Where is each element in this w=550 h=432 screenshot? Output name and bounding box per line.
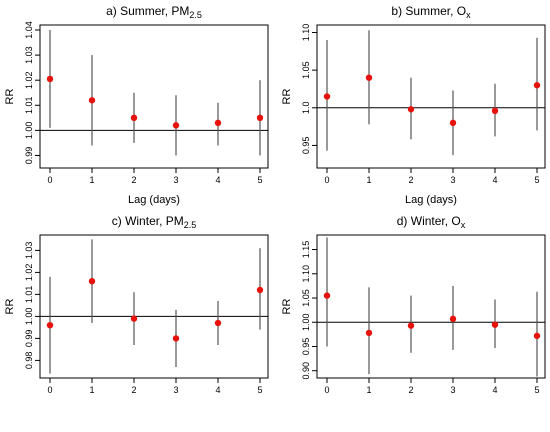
y-tick-label: 0.90	[301, 362, 311, 380]
data-point	[130, 315, 138, 322]
y-tick-label: 0.95	[301, 137, 311, 155]
x-tick-label: 4	[492, 385, 497, 395]
y-tick-label: 1.05	[301, 61, 311, 79]
data-point	[533, 82, 541, 89]
plot-frame	[39, 24, 269, 169]
chart-title-subscript: x	[461, 220, 466, 230]
data-point	[256, 286, 264, 294]
y-axis-label: RR	[4, 89, 16, 105]
y-axis-label: RR	[281, 299, 293, 315]
y-axis-label: RR	[4, 299, 16, 315]
data-point	[407, 106, 415, 113]
y-tick-label: 1.10	[301, 265, 311, 283]
x-tick-label: 4	[215, 175, 220, 185]
x-tick-label: 1	[366, 385, 371, 395]
x-axis-label: Lag (days)	[405, 194, 457, 206]
plot-frame	[39, 234, 269, 379]
y-tick-label: 0.99	[24, 330, 34, 348]
x-tick-label: 0	[47, 385, 52, 395]
y-tick-label: 1.10	[301, 24, 311, 42]
y-tick-label: 1.02	[24, 264, 34, 282]
data-point	[449, 315, 457, 323]
y-tick-label: 1.02	[24, 71, 34, 89]
chart-title-subscript: 2.5	[189, 10, 202, 20]
data-point	[88, 278, 96, 285]
data-point	[214, 119, 222, 127]
x-tick-label: 1	[366, 175, 371, 185]
data-point	[256, 114, 264, 122]
plot-frame	[316, 24, 546, 169]
x-tick-label: 2	[131, 175, 136, 185]
data-point	[130, 114, 138, 122]
y-tick-label: 1.00	[24, 308, 34, 326]
x-tick-label: 0	[47, 175, 52, 185]
x-axis-label: Lag (days)	[128, 194, 180, 206]
data-point	[491, 321, 499, 328]
x-tick-label: 0	[324, 385, 329, 395]
chart-panel-1: b) Summer, Ox 0 1 2 3 4 5 0.95 1.0 1.05 1.10 Lag (d…	[281, 4, 546, 206]
data-point	[323, 292, 331, 299]
data-point	[46, 75, 54, 83]
x-tick-label: 1	[89, 175, 94, 185]
chart-title-main: c) Winter, PM	[112, 214, 184, 228]
data-point	[449, 119, 457, 127]
data-point	[172, 335, 180, 342]
x-tick-label: 2	[408, 175, 413, 185]
x-tick-label: 5	[534, 175, 539, 185]
data-point	[365, 74, 373, 81]
y-tick-label: 1.01	[24, 286, 34, 304]
x-tick-label: 3	[450, 175, 455, 185]
y-tick-label: 1.0	[301, 102, 311, 115]
chart-title-subscript: 2.5	[184, 220, 197, 230]
y-tick-label: 1.04	[24, 21, 34, 39]
chart-title-main: d) Winter, O	[397, 214, 461, 228]
y-tick-label: 1.03	[24, 46, 34, 64]
chart-title: b) Summer, Ox	[391, 4, 471, 20]
y-tick-label: 1.03	[24, 242, 34, 260]
chart-panel-3: d) Winter, Ox 0 1 2 3 4 5 0.90 0.95 1.00 1.05 1.10 1…	[281, 214, 546, 395]
x-tick-label: 3	[450, 385, 455, 395]
chart-title-main: b) Summer, O	[391, 4, 466, 18]
data-point	[214, 319, 222, 327]
y-tick-label: 1.05	[301, 289, 311, 307]
x-tick-label: 3	[173, 175, 178, 185]
chart-panel-0: a) Summer, PM2.5 0 1 2 3 4 5 0.99 1.00 1.01 1.02 1.…	[4, 4, 269, 206]
x-tick-label: 2	[408, 385, 413, 395]
chart-title-subscript: x	[466, 10, 471, 20]
y-tick-label: 1.00	[24, 122, 34, 140]
data-point	[491, 107, 499, 115]
x-tick-label: 5	[257, 385, 262, 395]
data-point	[407, 322, 415, 329]
x-tick-label: 2	[131, 385, 136, 395]
data-point	[172, 122, 180, 129]
x-tick-label: 4	[215, 385, 220, 395]
x-tick-label: 3	[173, 385, 178, 395]
plot-frame	[316, 234, 546, 379]
y-tick-label: 1.01	[24, 97, 34, 115]
y-tick-label: 0.95	[301, 338, 311, 356]
y-tick-label: 0.99	[24, 147, 34, 165]
y-tick-label: 1.00	[301, 313, 311, 331]
y-tick-label: 0.98	[24, 352, 34, 370]
data-point	[365, 329, 373, 337]
chart-title: c) Winter, PM2.5	[112, 214, 197, 230]
x-tick-label: 1	[89, 385, 94, 395]
chart-title-main: a) Summer, PM	[106, 4, 189, 18]
chart-title: d) Winter, Ox	[397, 214, 466, 230]
y-axis-label: RR	[281, 89, 293, 105]
x-tick-label: 5	[534, 385, 539, 395]
data-point	[323, 93, 331, 100]
x-tick-label: 5	[257, 175, 262, 185]
y-tick-label: 1.15	[301, 241, 311, 259]
x-tick-label: 4	[492, 175, 497, 185]
data-point	[46, 322, 54, 329]
data-point	[88, 97, 96, 104]
chart-title: a) Summer, PM2.5	[106, 4, 202, 20]
chart-panel-2: c) Winter, PM2.5 0 1 2 3 4 5 0.98 0.99 1.00 1.01 1.…	[4, 214, 269, 395]
x-tick-label: 0	[324, 175, 329, 185]
data-point	[533, 332, 541, 340]
